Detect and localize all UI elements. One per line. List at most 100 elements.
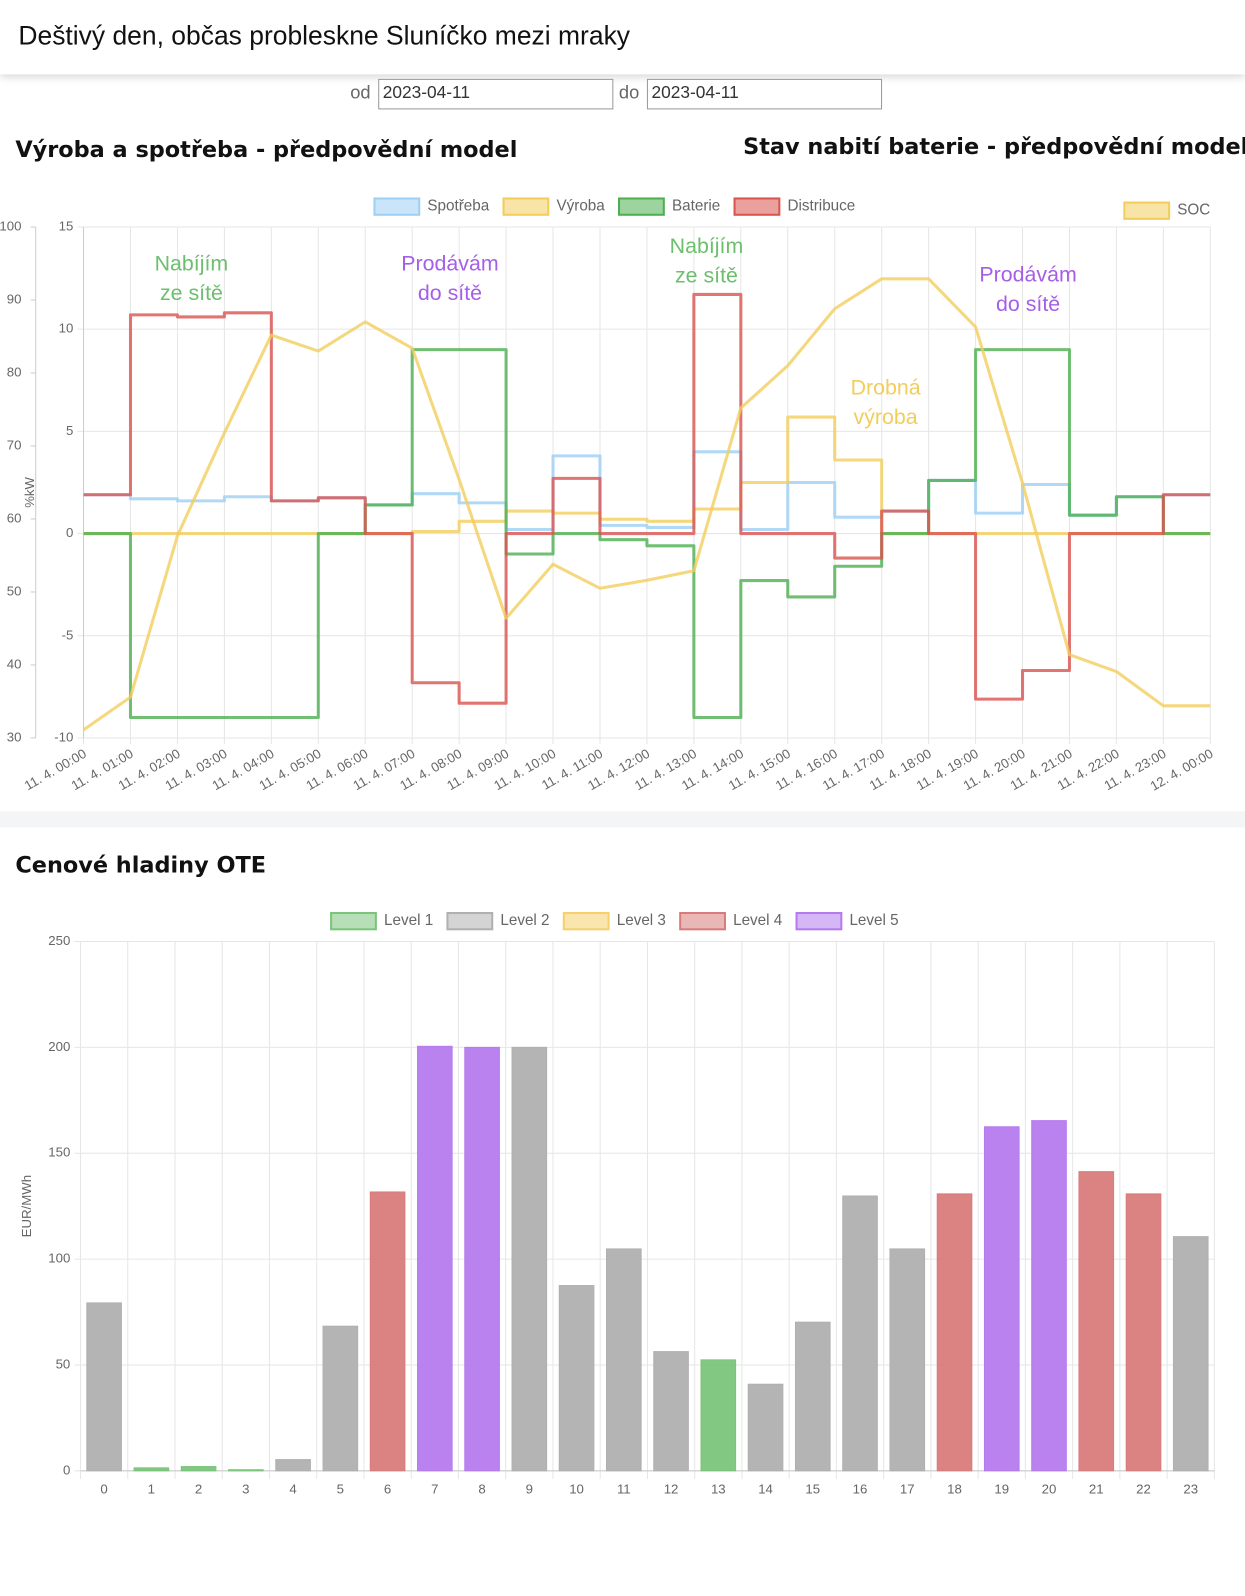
x-tick-label: 1 xyxy=(148,1482,155,1497)
y2-tick-label: 90 xyxy=(7,291,22,306)
bar xyxy=(700,1359,737,1472)
y-tick-label: -5 xyxy=(62,627,74,642)
x-tick-label: 23 xyxy=(1183,1482,1198,1497)
x-tick-label: 7 xyxy=(431,1482,438,1497)
to-value[interactable]: 2023-04-11 xyxy=(652,82,739,102)
y-axis-title: kW xyxy=(22,476,37,496)
x-tick-label: 5 xyxy=(337,1482,344,1497)
series-line xyxy=(82,277,1211,732)
bar xyxy=(464,1046,500,1472)
y-tick-label: 0 xyxy=(63,1462,70,1477)
y-axis-title: EUR/MWh xyxy=(19,1175,34,1237)
bar xyxy=(1125,1193,1162,1472)
bar xyxy=(417,1045,453,1472)
bar xyxy=(606,1248,642,1472)
y2-tick-label: 80 xyxy=(7,364,22,379)
annotation: Nabíjím xyxy=(155,251,229,275)
y2-tick-label: 60 xyxy=(7,510,22,525)
bar xyxy=(1078,1171,1115,1472)
y-tick-label: 0 xyxy=(66,525,73,540)
y2-tick-label: 30 xyxy=(7,729,22,744)
bar xyxy=(180,1466,217,1472)
legend-label: Distribuce xyxy=(787,198,855,215)
y2-tick-label: 100 xyxy=(0,218,21,233)
y2-tick-label: 40 xyxy=(7,656,22,671)
legend-swatch xyxy=(679,911,726,931)
y2-tick-label: 70 xyxy=(7,437,22,452)
legend-label: Level 4 xyxy=(733,912,783,929)
x-tick-label: 14 xyxy=(758,1482,773,1497)
y-tick-label: 100 xyxy=(48,1251,70,1266)
chart-title: Cenové hladiny OTE xyxy=(15,853,266,879)
x-tick-label: 4 xyxy=(289,1482,296,1497)
legend-swatch xyxy=(502,197,550,216)
legend-label: Level 3 xyxy=(617,912,666,929)
bar xyxy=(842,1195,878,1472)
legend-swatch xyxy=(733,197,781,216)
x-tick-label: 15 xyxy=(805,1482,820,1497)
x-tick-label: 0 xyxy=(100,1482,107,1497)
y2-tick-label: 50 xyxy=(7,583,22,598)
y-tick-label: 5 xyxy=(66,423,73,438)
x-tick-label: 17 xyxy=(900,1482,915,1497)
annotation: Prodávám xyxy=(401,251,498,275)
bar xyxy=(322,1325,359,1472)
y-tick-label: 15 xyxy=(59,218,74,233)
y-tick-label: 250 xyxy=(48,933,70,948)
x-tick-label: 8 xyxy=(478,1482,485,1497)
legend-swatch xyxy=(373,197,421,216)
to-label: do xyxy=(619,81,639,102)
x-tick-label: 11 xyxy=(617,1482,631,1497)
chart-title: Výroba a spotřeba - předpovědní model xyxy=(15,137,517,163)
legend-label: Level 2 xyxy=(500,912,549,929)
legend-swatch xyxy=(618,197,665,216)
legend-label: Výroba xyxy=(556,198,605,215)
legend-label: Spotřeba xyxy=(427,198,489,215)
annotation: Prodávám xyxy=(979,262,1076,286)
legend-label: SOC xyxy=(1177,202,1210,219)
bar xyxy=(1172,1236,1209,1472)
series-line xyxy=(83,348,1211,720)
annotation: do sítě xyxy=(418,281,482,305)
legend-label: Level 5 xyxy=(849,912,898,929)
y-tick-label: 50 xyxy=(56,1356,71,1371)
series-line xyxy=(83,292,1211,705)
x-tick-label: 19 xyxy=(994,1482,1009,1497)
x-tick-label: 9 xyxy=(526,1482,533,1497)
bar xyxy=(511,1046,548,1472)
x-tick-label: 18 xyxy=(947,1482,962,1497)
x-tick-label: 13 xyxy=(711,1482,726,1497)
bar xyxy=(275,1459,311,1472)
bar xyxy=(747,1383,784,1472)
bar xyxy=(983,1126,1020,1472)
y-tick-label: 200 xyxy=(48,1039,70,1054)
bar xyxy=(133,1467,170,1472)
y-tick-label: -10 xyxy=(54,729,73,744)
legend-swatch xyxy=(446,911,494,931)
from-value[interactable]: 2023-04-11 xyxy=(383,82,470,102)
x-tick-label: 20 xyxy=(1042,1482,1057,1497)
annotation: ze sítě xyxy=(160,281,223,305)
annotation: do sítě xyxy=(996,292,1060,316)
legend-swatch xyxy=(1123,201,1171,220)
x-tick-label: 10 xyxy=(569,1482,584,1497)
bar xyxy=(653,1351,689,1472)
annotation: výroba xyxy=(854,405,918,429)
bar xyxy=(369,1191,406,1472)
x-tick-label: 16 xyxy=(853,1482,868,1497)
legend-label: Level 1 xyxy=(384,912,433,929)
bar xyxy=(228,1469,264,1472)
bar xyxy=(936,1193,973,1472)
annotation: ze sítě xyxy=(675,263,738,287)
from-input[interactable] xyxy=(378,78,614,110)
y-tick-label: 10 xyxy=(59,321,74,336)
legend-swatch xyxy=(795,911,843,931)
x-tick-label: 12 xyxy=(664,1482,679,1497)
x-tick-label: 22 xyxy=(1136,1482,1151,1497)
x-tick-label: 6 xyxy=(384,1482,391,1497)
legend-swatch xyxy=(330,911,377,931)
annotation: Nabíjím xyxy=(670,234,744,258)
bar xyxy=(794,1321,831,1472)
to-input[interactable] xyxy=(646,78,883,110)
